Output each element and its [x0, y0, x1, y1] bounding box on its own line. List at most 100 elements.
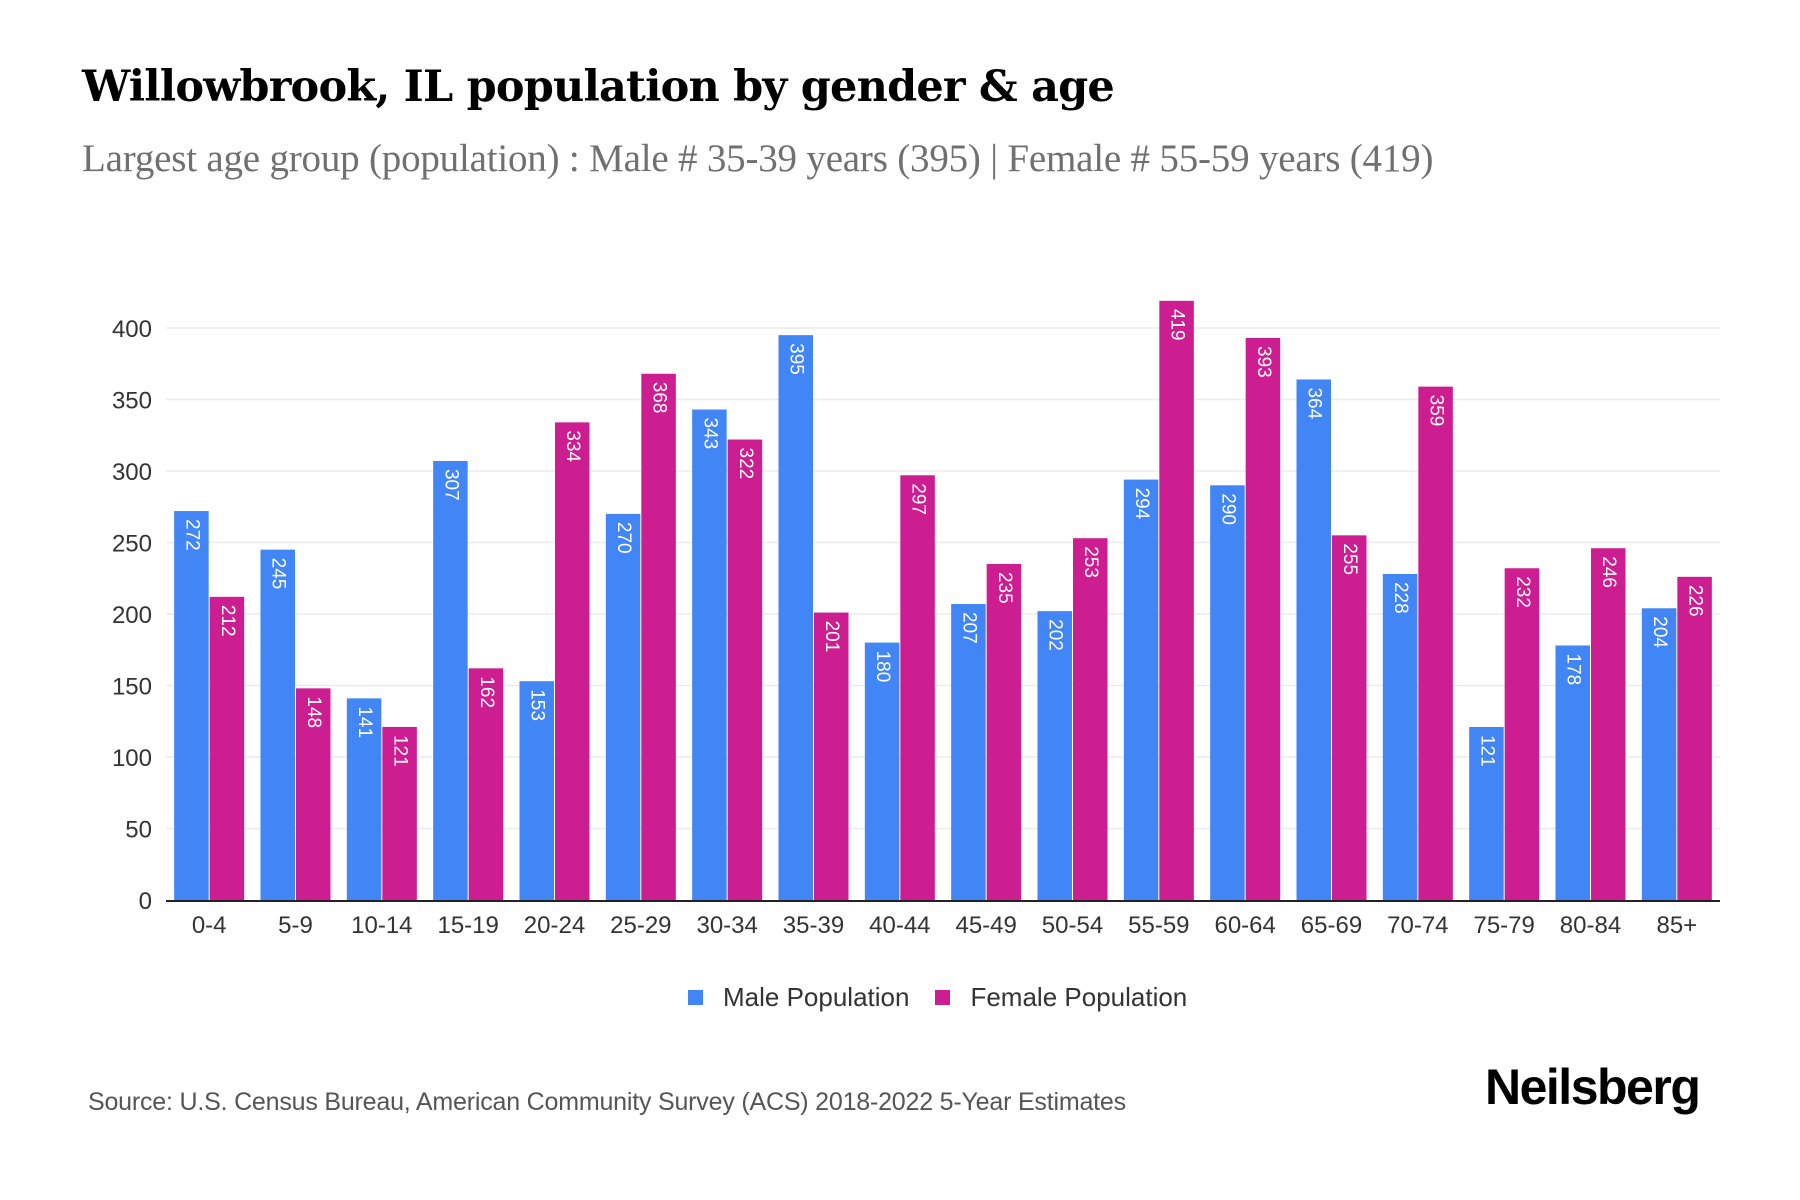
bar-group: 294 419	[1123, 300, 1194, 901]
bar-label-male: 180	[872, 651, 893, 683]
y-tick-label: 150	[112, 674, 152, 701]
x-tick-label: 80-84	[1560, 912, 1621, 939]
bar-label-male: 121	[1476, 735, 1497, 767]
bar-female[interactable]	[382, 726, 417, 900]
bar-label-female: 226	[1685, 585, 1706, 617]
bar-label-male: 272	[181, 519, 202, 551]
bar-male[interactable]	[1210, 485, 1245, 900]
bar-female[interactable]	[555, 422, 590, 900]
bar-label-female: 393	[1253, 346, 1274, 378]
bar-label-female: 148	[303, 696, 324, 728]
legend: Male Population Female Population	[688, 982, 1213, 1012]
y-tick-label: 250	[112, 531, 152, 558]
bar-male[interactable]	[433, 460, 468, 900]
bar-label-male: 202	[1045, 619, 1066, 651]
bar-label-female: 253	[1080, 546, 1101, 578]
x-tick-label: 20-24	[524, 912, 585, 939]
bar-label-female: 419	[1167, 309, 1188, 341]
bar-label-male: 207	[958, 612, 979, 644]
x-tick-label: 10-14	[351, 912, 412, 939]
legend-item-female[interactable]: Female Population	[935, 982, 1187, 1013]
bar-female[interactable]	[1418, 386, 1453, 900]
bar-female[interactable]	[1504, 568, 1540, 900]
bar-female[interactable]	[296, 688, 331, 900]
bar-group: 180 297	[864, 475, 935, 900]
bar-male[interactable]	[260, 549, 296, 900]
bar-label-female: 334	[562, 430, 583, 462]
bar-label-male: 270	[613, 522, 634, 554]
bar-group: 178 246	[1555, 548, 1626, 900]
x-tick-label: 5-9	[278, 912, 313, 939]
bar-male[interactable]	[1641, 608, 1677, 900]
bar-group: 395 201	[778, 335, 849, 900]
bar-female[interactable]	[900, 475, 935, 900]
y-tick-label: 50	[125, 817, 152, 844]
bar-male[interactable]	[174, 511, 209, 900]
bar-female[interactable]	[1073, 538, 1108, 900]
x-tick-label: 0-4	[192, 912, 227, 939]
bar-group: 207 235	[951, 563, 1022, 900]
bar-group: 204 226	[1641, 576, 1712, 900]
x-tick-label: 25-29	[610, 912, 671, 939]
y-tick-label: 200	[112, 602, 152, 629]
bar-male[interactable]	[1469, 726, 1504, 900]
legend-item-male[interactable]: Male Population	[688, 982, 909, 1013]
bar-male[interactable]	[1382, 573, 1418, 900]
bar-female[interactable]	[641, 373, 676, 900]
bar-male[interactable]	[1555, 645, 1591, 900]
bar-female[interactable]	[986, 563, 1022, 900]
bar-label-female: 359	[1426, 395, 1447, 427]
bar-female[interactable]	[727, 439, 763, 900]
bar-group: 270 368	[605, 373, 676, 900]
x-tick-label: 75-79	[1473, 912, 1534, 939]
source-note: Source: U.S. Census Bureau, American Com…	[88, 1088, 1126, 1116]
bar-female[interactable]	[468, 668, 504, 900]
bar-male[interactable]	[864, 642, 900, 900]
bar-group: 245 148	[260, 549, 331, 900]
bar-group: 202 253	[1037, 538, 1108, 900]
bar-female[interactable]	[1159, 300, 1194, 901]
bar-male[interactable]	[778, 335, 814, 900]
bar-group: 364 255	[1296, 379, 1367, 901]
bar-label-female: 368	[649, 382, 670, 414]
bar-male[interactable]	[346, 698, 382, 900]
bar-label-female: 322	[735, 448, 756, 480]
bar-group: 272 212	[174, 511, 245, 900]
bar-male[interactable]	[1123, 479, 1159, 900]
bar-label-male: 141	[354, 706, 375, 738]
x-tick-label: 15-19	[437, 912, 498, 939]
bar-chart: 0 50 100 150 200 250 300 350 400 272 212 245 148 141…	[112, 300, 1720, 939]
x-tick-label: 60-64	[1214, 912, 1275, 939]
bar-male[interactable]	[1296, 379, 1332, 901]
bar-label-female: 232	[1512, 576, 1533, 608]
bar-group: 153 334	[519, 422, 590, 900]
bar-female[interactable]	[1332, 535, 1367, 900]
bar-label-female: 246	[1598, 556, 1619, 588]
x-tick-label: 70-74	[1387, 912, 1448, 939]
bar-label-female: 235	[994, 572, 1015, 604]
x-axis-ticks: 0-4 5-9 10-14 15-19 20-24 25-29 30-34 35-39 40-4…	[192, 912, 1697, 939]
bar-female[interactable]	[814, 612, 849, 900]
bar-male[interactable]	[692, 409, 727, 900]
bar-label-male: 294	[1131, 488, 1152, 520]
x-tick-label: 50-54	[1042, 912, 1103, 939]
bar-male[interactable]	[519, 681, 555, 900]
bar-label-male: 153	[527, 689, 548, 721]
bar-group: 121 232	[1469, 568, 1540, 900]
bar-female[interactable]	[1591, 548, 1626, 900]
bar-label-male: 178	[1563, 653, 1584, 685]
bar-label-female: 162	[476, 676, 497, 708]
y-tick-label: 300	[112, 459, 152, 486]
bar-label-female: 201	[821, 621, 842, 653]
x-tick-label: 40-44	[869, 912, 930, 939]
bar-male[interactable]	[605, 513, 641, 900]
bar-female[interactable]	[1677, 576, 1712, 900]
bar-female[interactable]	[1245, 338, 1281, 900]
legend-swatch-male	[688, 989, 703, 1005]
chart-subtitle: Largest age group (population) : Male # …	[82, 137, 1434, 180]
bar-female[interactable]	[209, 596, 245, 900]
bar-male[interactable]	[1037, 611, 1073, 900]
x-tick-label: 65-69	[1301, 912, 1362, 939]
bar-male[interactable]	[951, 603, 986, 900]
brand-logo[interactable]: Neilsberg	[1485, 1059, 1701, 1115]
